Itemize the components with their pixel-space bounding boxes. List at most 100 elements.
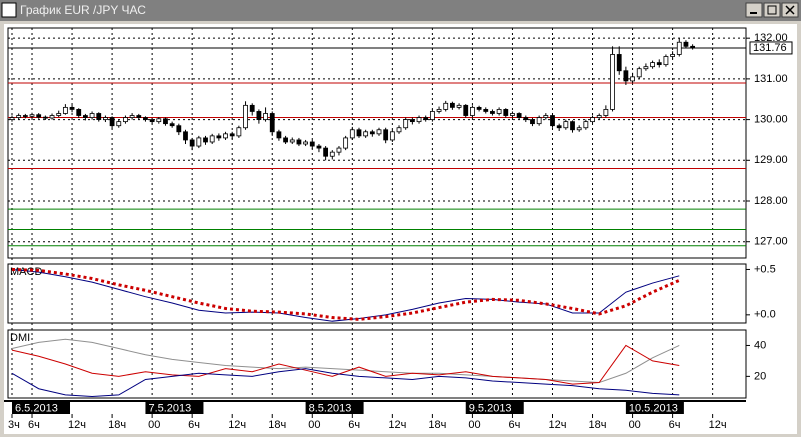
candle-body [156,118,162,123]
candle-body [123,117,128,123]
candle-body [650,62,655,68]
candle-body [550,115,555,127]
candle-body [369,131,375,135]
x-tick-label: 18ч [268,419,286,431]
x-tick-label: 6ч [508,419,520,431]
candle-body [203,137,208,143]
minimize-button[interactable] [745,2,763,18]
candle-body [690,45,696,49]
candle-body [476,106,482,110]
candle-body [496,109,502,114]
candle-body [596,115,602,118]
y-tick-label: 132.00 [754,32,788,44]
candle-body [169,123,175,127]
candle-body [429,111,435,120]
candle-body [436,109,442,112]
candle-body [450,102,455,108]
last-price-label: 131.76 [753,42,787,54]
maximize-button[interactable] [763,2,781,18]
candle-body [483,109,489,112]
candle-body [62,106,68,114]
candle-body [456,104,462,108]
date-box [625,402,684,414]
candle-body [303,141,309,145]
candle-body [403,119,409,129]
candle-body [463,104,469,116]
y-tick-label: 131.00 [754,73,788,85]
y-tick-label: +0.0 [754,309,776,321]
date-label: 7.5.2013 [148,402,191,414]
x-tick-label: 00 [308,419,320,431]
candle-body [383,129,389,141]
close-icon [785,5,795,15]
candle-body [263,113,268,120]
x-tick-label: 12ч [709,419,727,431]
candle-body [570,121,575,131]
x-tick-label: 00 [148,419,160,431]
candle-body [636,68,642,78]
candle-body [396,127,402,133]
candle-body [129,115,135,118]
candle-body [229,133,235,137]
candle-body [296,139,302,145]
candle-body [163,118,168,125]
chart-area [4,24,797,434]
candle-body [503,109,509,116]
candle-body [416,117,422,123]
candle-body [423,117,429,120]
x-tick-label: 3ч [8,419,20,431]
candle-body [22,115,28,117]
candle-body [363,131,369,137]
candle-body [576,127,582,131]
candle-body [189,139,195,147]
candle-body [96,113,102,120]
candle-body [670,54,676,57]
candle-body [663,56,669,66]
candle-body [343,137,349,149]
x-tick-label: 6ч [188,419,200,431]
candle-body [256,111,262,120]
indicator-line [11,338,680,384]
candle-body [83,115,88,118]
candle-body [196,137,202,147]
candle-body [543,115,549,118]
candle-body [583,121,589,129]
candle-body [316,145,322,149]
candle-body [376,129,382,135]
candle-body [243,104,248,129]
candle-body [616,54,622,72]
candle-body [249,104,255,112]
y-tick-label: 20 [754,370,766,382]
candle-body [490,111,495,114]
candle-body [269,113,275,133]
candle-body [590,117,595,123]
title-bar [0,0,801,21]
candle-body [389,131,395,141]
candle-body [56,113,62,116]
x-tick-label: 00 [629,419,641,431]
candle-body [556,125,562,129]
x-tick-label: 18ч [108,419,126,431]
candle-body [563,121,569,129]
window-icon [1,2,17,18]
candle-body [523,117,529,120]
candle-body [176,125,182,133]
panel-frame [7,329,747,399]
candle-body [116,121,122,127]
candle-body [283,137,288,143]
candle-body [223,133,228,139]
candle-body [356,129,362,137]
x-tick-label: 18ч [428,419,446,431]
candle-body [516,113,522,118]
candle-body [510,113,515,116]
candle-body [209,135,215,143]
candle-body [630,76,635,82]
candle-body [183,131,188,141]
panel-frame [7,263,747,324]
candle-body [16,115,22,118]
y-tick-label: 127.00 [754,236,788,248]
candle-body [29,114,35,117]
candle-body [236,127,242,137]
candle-body [36,114,42,118]
